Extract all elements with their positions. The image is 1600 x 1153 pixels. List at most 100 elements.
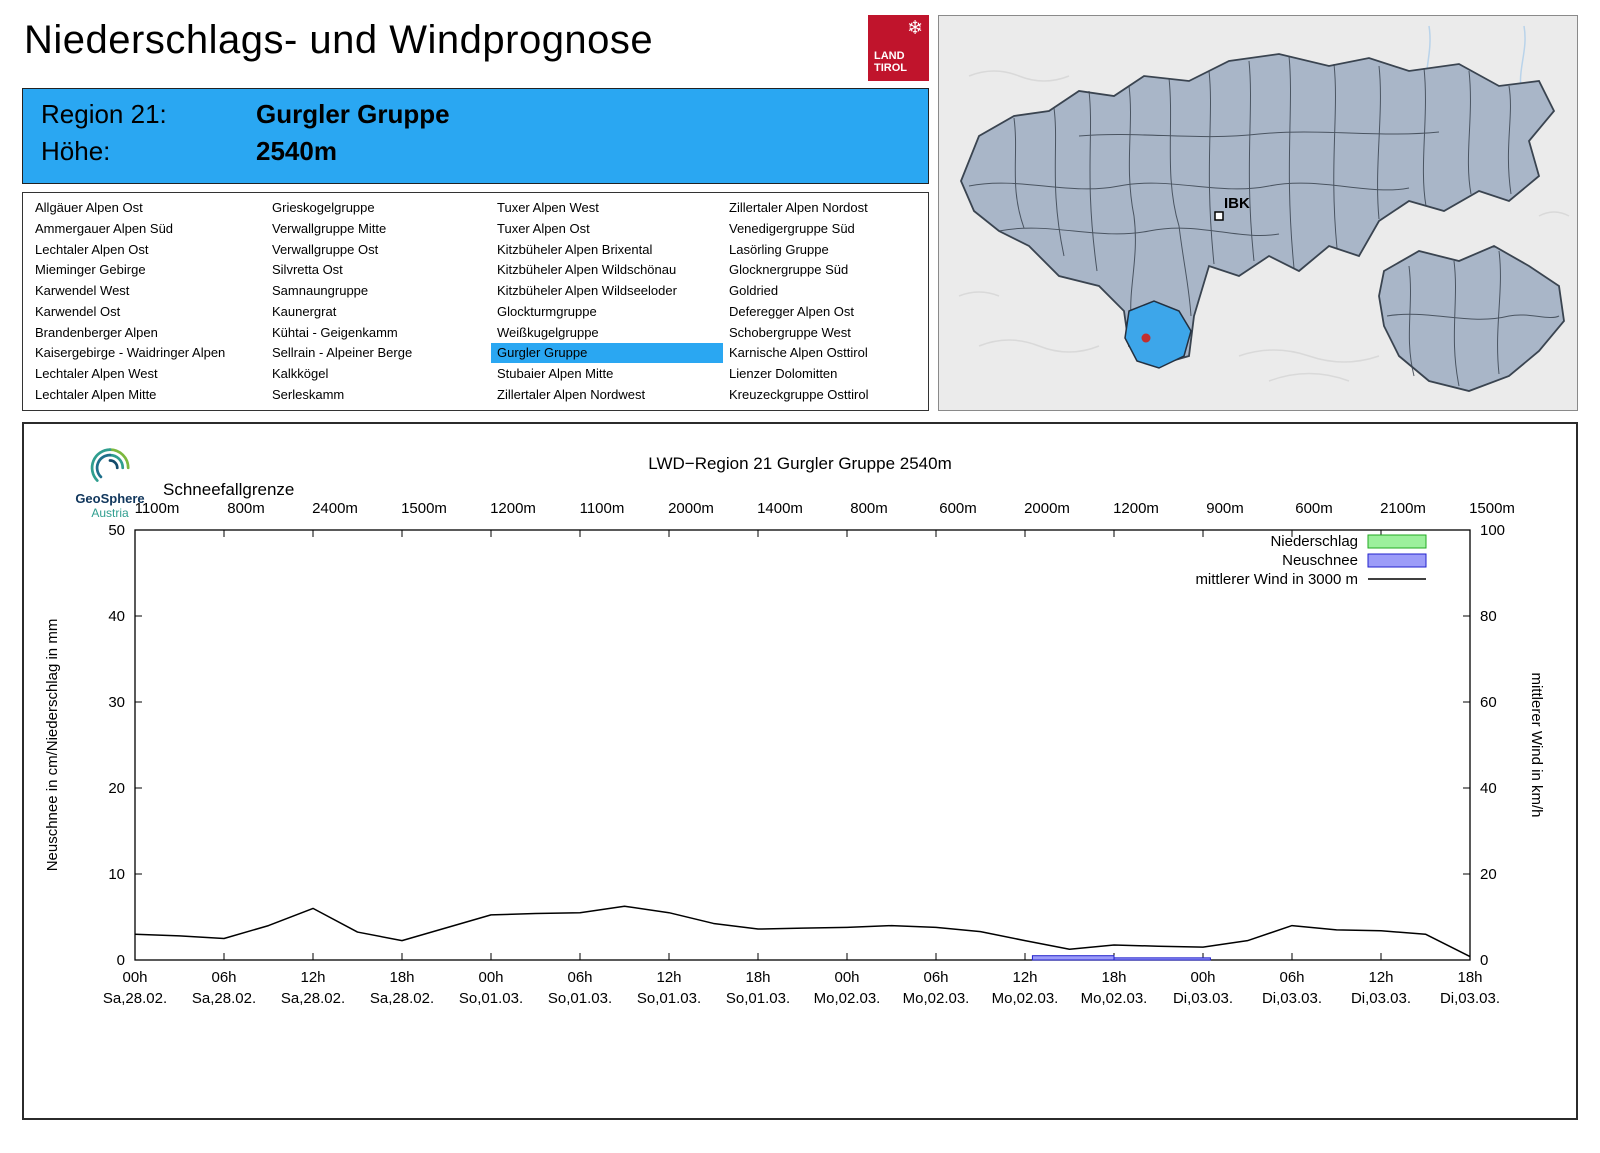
legend-label: mittlerer Wind in 3000 m xyxy=(1195,571,1358,588)
x-date-label: Sa,28.02. xyxy=(281,990,345,1007)
region-list-item[interactable]: Tuxer Alpen Ost xyxy=(497,220,590,236)
page-title: Niederschlags- und Windprognose xyxy=(24,18,654,62)
region-list-item[interactable]: Ammergauer Alpen Süd xyxy=(35,220,174,236)
region-list-column: Zillertaler Alpen Nordost Venedigergruppe… xyxy=(723,198,928,405)
geosphere-sub: Austria xyxy=(91,505,129,520)
y-left-tick-label: 20 xyxy=(108,780,125,797)
y-right-tick-label: 100 xyxy=(1480,522,1505,539)
region-list-item[interactable]: Verwallgruppe Ost xyxy=(272,241,379,257)
region-list-item[interactable]: Mieminger Gebirge xyxy=(35,262,146,278)
snowflake-icon: ❄ xyxy=(907,18,923,39)
region-list-item[interactable]: Samnaungruppe xyxy=(272,283,369,299)
region-borders xyxy=(968,55,1512,317)
x-date-label: Di,03.03. xyxy=(1351,990,1411,1007)
region-value: Gurgler Gruppe xyxy=(256,99,450,129)
snowline-value: 1500m xyxy=(401,500,447,517)
region-list-item[interactable]: Glocknergruppe Süd xyxy=(729,262,849,278)
region-list-item[interactable]: Kitzbüheler Alpen Brixental xyxy=(497,241,653,257)
y-left-axis-title: Neuschnee in cm/Niederschlag in mm xyxy=(44,619,61,872)
region-list-item[interactable]: Karwendel West xyxy=(35,283,130,299)
region-list-item[interactable]: Lechtaler Alpen Mitte xyxy=(35,386,157,402)
plot-frame xyxy=(134,529,1471,961)
region-list-item[interactable]: Zillertaler Alpen Nordwest xyxy=(497,386,646,402)
region-list-item[interactable]: Kaunergrat xyxy=(272,303,337,319)
selected-region-polygon[interactable] xyxy=(1124,300,1192,369)
x-date-label: Di,03.03. xyxy=(1262,990,1322,1007)
snowline-value: 600m xyxy=(1295,500,1333,517)
geosphere-logo: GeoSphere Austria xyxy=(62,446,158,520)
snowline-value: 1500m xyxy=(1469,500,1515,517)
x-date-label: So,01.03. xyxy=(548,990,612,1007)
region-list-item[interactable]: Venedigergruppe Süd xyxy=(729,220,855,236)
snowline-label: Schneefallgrenze xyxy=(163,480,294,499)
x-date-label: Sa,28.02. xyxy=(103,990,167,1007)
x-hour-label: 18h xyxy=(1457,969,1482,986)
x-hour-label: 18h xyxy=(745,969,770,986)
region-list-item[interactable]: Kalkkögel xyxy=(272,366,329,382)
x-hour-label: 12h xyxy=(1368,969,1393,986)
x-hour-label: 06h xyxy=(211,969,236,986)
snowline-value: 1400m xyxy=(757,500,803,517)
snowline-value: 900m xyxy=(1206,500,1244,517)
region-list-item[interactable]: Silvretta Ost xyxy=(272,262,343,278)
region-list-item[interactable]: Sellrain - Alpeiner Berge xyxy=(272,345,413,361)
region-list-item[interactable]: Glockturmgruppe xyxy=(497,303,597,319)
region-list-item[interactable]: Kitzbüheler Alpen Wildseeloder xyxy=(497,283,677,299)
region-borders xyxy=(1386,250,1560,387)
snowline-value: 1200m xyxy=(490,500,536,517)
snowline-value: 600m xyxy=(939,500,977,517)
east-tirol-region[interactable] xyxy=(1378,244,1565,392)
geosphere-icon xyxy=(90,448,130,482)
region-list-item[interactable]: Kaisergebirge - Waidringer Alpen xyxy=(35,345,226,361)
region-list-item[interactable]: Lienzer Dolomitten xyxy=(729,366,838,382)
region-list-item[interactable]: Karnische Alpen Osttirol xyxy=(729,345,868,361)
region-list-item[interactable]: Goldried xyxy=(729,283,779,299)
region-list-item-selected[interactable]: Gurgler Gruppe xyxy=(491,343,723,364)
snowline-value: 2000m xyxy=(668,500,714,517)
north-tirol-region[interactable] xyxy=(960,53,1556,367)
legend-label: Neuschnee xyxy=(1282,552,1358,569)
region-list-item[interactable]: Verwallgruppe Mitte xyxy=(272,220,387,236)
snowline-value: 800m xyxy=(227,500,265,517)
snowline-value: 2400m xyxy=(312,500,358,517)
map-box: IBK xyxy=(938,15,1578,411)
wind-line xyxy=(134,905,1471,958)
tirol-map[interactable]: IBK xyxy=(939,16,1578,411)
neuschnee-bar xyxy=(1113,957,1211,961)
region-list-item[interactable]: Serleskamm xyxy=(272,386,345,402)
geosphere-name: GeoSphere xyxy=(75,491,145,506)
x-date-label: Sa,28.02. xyxy=(370,990,434,1007)
region-list-item[interactable]: Stubaier Alpen Mitte xyxy=(497,366,614,382)
altitude-value: 2540m xyxy=(256,136,337,166)
region-list-item[interactable]: Allgäuer Alpen Ost xyxy=(35,200,143,215)
region-list-item[interactable]: Grieskogelgruppe xyxy=(272,200,375,215)
x-hour-label: 06h xyxy=(567,969,592,986)
region-list-item[interactable]: Kreuzeckgruppe Osttirol xyxy=(729,386,869,402)
x-date-label: So,01.03. xyxy=(726,990,790,1007)
region-list-item[interactable]: Weißkugelgruppe xyxy=(497,324,599,340)
region-list-item[interactable]: Brandenberger Alpen xyxy=(35,324,158,340)
region-list-item[interactable]: Schobergruppe West xyxy=(729,324,851,340)
altitude-label: Höhe: xyxy=(41,136,111,166)
region-list-item[interactable]: Kühtai - Geigenkamm xyxy=(272,324,398,340)
x-date-label: Di,03.03. xyxy=(1440,990,1500,1007)
region-list-item[interactable]: Karwendel Ost xyxy=(35,303,121,319)
legend-swatch xyxy=(1367,534,1427,549)
y-right-tick-label: 20 xyxy=(1480,866,1497,883)
x-date-label: Di,03.03. xyxy=(1173,990,1233,1007)
region-list-item[interactable]: Lechtaler Alpen West xyxy=(35,366,158,382)
region-list-column: Grieskogelgruppe Verwallgruppe Mitte Verwa… xyxy=(266,198,491,405)
region-list-item[interactable]: Deferegger Alpen Ost xyxy=(729,303,855,319)
region-list-item[interactable]: Lasörling Gruppe xyxy=(729,241,829,257)
snowline-value: 1200m xyxy=(1113,500,1159,517)
x-date-label: Mo,02.03. xyxy=(903,990,970,1007)
relief-texture xyxy=(958,70,1570,382)
region-list-item[interactable]: Tuxer Alpen West xyxy=(497,200,599,215)
region-list-item[interactable]: Lechtaler Alpen Ost xyxy=(35,241,149,257)
x-date-label: So,01.03. xyxy=(637,990,701,1007)
logo-line-2: TIROL xyxy=(874,62,907,75)
region-list-column: Tuxer Alpen West Tuxer Alpen Ost Kitzbühel… xyxy=(491,198,723,405)
region-list-item[interactable]: Kitzbüheler Alpen Wildschönau xyxy=(497,262,677,278)
region-list-item[interactable]: Zillertaler Alpen Nordost xyxy=(729,200,868,215)
chart-title: LWD−Region 21 Gurgler Gruppe 2540m xyxy=(648,454,952,473)
